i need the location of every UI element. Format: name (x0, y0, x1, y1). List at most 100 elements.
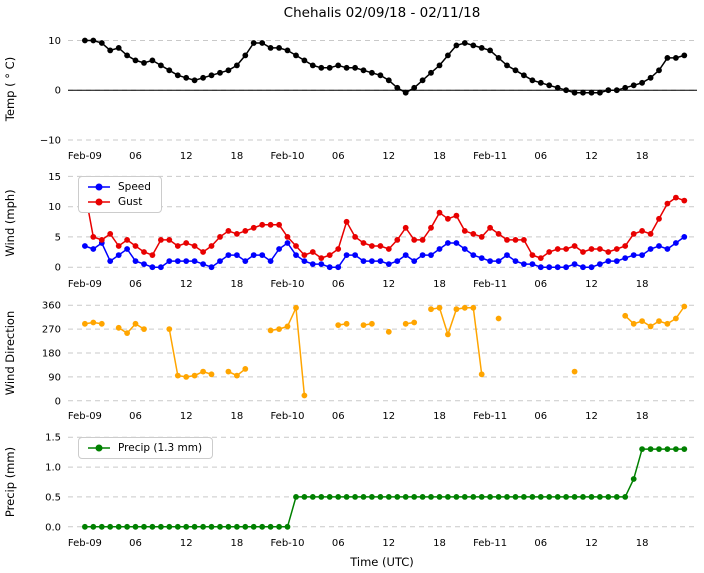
x-tick-label: Feb-11 (473, 151, 507, 162)
x-axis-label: Time (UTC) (350, 555, 414, 569)
wind-direction-chart-svg: 360 270 180 90 0 Feb-09 06 12 18 Feb-10 06 12 18 Feb-… (3, 301, 697, 422)
wind-direction-subplot: 360 270 180 90 0 Feb-09 06 12 18 Feb-10 06 12 18 Feb-… (0, 296, 704, 427)
x-tick-label: 06 (534, 151, 547, 162)
x-tick-label: 06 (534, 538, 547, 549)
x-tick-label: 06 (534, 279, 547, 290)
x-tick-label: Feb-10 (270, 151, 304, 162)
x-tick-label: 12 (585, 279, 598, 290)
x-tick-label: 12 (382, 411, 395, 422)
precip-chart-svg: 1.5 1.0 0.5 0.0 Feb-09 06 12 18 Feb-10 06 12 18 Feb-… (3, 433, 697, 549)
y-tick-label: 270 (42, 325, 61, 336)
x-tick-label: 06 (332, 279, 345, 290)
x-tick-label: 18 (433, 151, 446, 162)
y-tick-label: 10 (48, 36, 61, 47)
wind-subplot: 15 10 5 0 Feb-09 06 12 18 Feb-10 06 12 18 Feb-11 06 12… (0, 168, 704, 296)
temperature-chart-svg: 10 0 −10 Feb-09 06 12 18 Feb-10 06 12 18 Feb-11 06 12… (3, 36, 697, 162)
x-tick-label: 18 (231, 151, 244, 162)
y-tick-label: 15 (48, 172, 61, 183)
wind-direction-y-axis-label: Wind Direction (3, 311, 17, 396)
temperature-y-axis-label: Temp ( ° C) (3, 57, 17, 122)
precipitation-y-axis-label: Precip (mm) (3, 447, 17, 517)
x-tick-label: Feb-11 (473, 538, 507, 549)
y-tick-label: 1.0 (45, 463, 61, 474)
speed-legend-marker-icon (88, 183, 110, 191)
legend-item-precip: Precip (1.3 mm) (87, 442, 202, 454)
x-tick-label: 12 (180, 151, 193, 162)
x-tick-label: 12 (382, 279, 395, 290)
precip-1-3-mm-line (84, 448, 685, 528)
precipitation-plot: 1.5 1.0 0.5 0.0 Feb-09 06 12 18 Feb-10 06 12 18 Feb-… (3, 433, 697, 549)
speed-legend-label: Speed (118, 181, 151, 193)
wind-y-axis-label: Wind (mph) (3, 189, 17, 256)
x-tick-label: 18 (636, 538, 649, 549)
wind-direction-plot: 360 270 180 90 0 Feb-09 06 12 18 Feb-10 06 12 18 Feb-… (3, 301, 697, 422)
x-tick-label: 18 (636, 151, 649, 162)
precip-legend-label: Precip (1.3 mm) (118, 442, 203, 454)
x-tick-label: Feb-11 (473, 279, 507, 290)
gust-legend-marker-icon (88, 198, 110, 206)
legend-item-speed: Speed (87, 181, 151, 193)
x-tick-label: 06 (332, 538, 345, 549)
x-tick-label: 06 (332, 151, 345, 162)
gust-markers (82, 188, 688, 261)
wind-plot: 15 10 5 0 Feb-09 06 12 18 Feb-10 06 12 18 Feb-11 06 12… (3, 172, 697, 290)
precip-1-3-mm-markers (82, 446, 688, 530)
speed-markers (82, 234, 688, 271)
x-tick-label: 18 (231, 538, 244, 549)
temperature-plot: 10 0 −10 Feb-09 06 12 18 Feb-10 06 12 18 Feb-11 06 12… (3, 36, 697, 162)
x-tick-label: 12 (180, 411, 193, 422)
x-tick-label: Feb-09 (68, 279, 102, 290)
y-tick-label: 0 (55, 86, 61, 97)
wind-chart-svg: 15 10 5 0 Feb-09 06 12 18 Feb-10 06 12 18 Feb-11 06 12… (3, 172, 697, 290)
direction-markers (82, 303, 688, 399)
x-tick-label: Feb-09 (68, 151, 102, 162)
x-tick-label: Feb-09 (68, 538, 102, 549)
y-tick-label: −10 (40, 136, 61, 147)
x-tick-label: 18 (433, 538, 446, 549)
x-tick-label: 06 (332, 411, 345, 422)
x-tick-label: 18 (636, 411, 649, 422)
temperature-subplot: 10 0 −10 Feb-09 06 12 18 Feb-10 06 12 18 Feb-11 06 12… (0, 26, 704, 168)
figure-title: Chehalis 02/09/18 - 02/11/18 (283, 5, 481, 21)
y-tick-label: 5 (55, 232, 61, 243)
x-tick-label: 12 (585, 151, 598, 162)
x-tick-label: 12 (180, 279, 193, 290)
y-tick-label: 1.5 (45, 433, 61, 444)
x-tick-label: 18 (231, 411, 244, 422)
x-tick-label: Feb-11 (473, 411, 507, 422)
x-tick-label: Feb-10 (270, 538, 304, 549)
precip-legend: Precip (1.3 mm) (78, 437, 214, 459)
temp-markers (82, 37, 688, 96)
x-tick-label: 18 (636, 279, 649, 290)
x-tick-label: 12 (585, 411, 598, 422)
x-tick-label: 12 (585, 538, 598, 549)
y-tick-label: 0 (55, 263, 61, 274)
x-tick-label: 12 (382, 151, 395, 162)
x-tick-label: 12 (382, 538, 395, 549)
x-tick-label: Feb-10 (270, 411, 304, 422)
gust-line (84, 191, 685, 259)
x-tick-label: Feb-10 (270, 279, 304, 290)
x-tick-label: 06 (129, 151, 142, 162)
precip-legend-marker-icon (88, 444, 110, 452)
x-tick-label: 06 (129, 279, 142, 290)
x-tick-label: Feb-09 (68, 411, 102, 422)
x-tick-label: 06 (129, 411, 142, 422)
y-tick-label: 90 (48, 372, 61, 383)
x-tick-label: 06 (534, 411, 547, 422)
temp-line (84, 39, 685, 94)
y-tick-label: 360 (42, 301, 61, 312)
y-tick-label: 0 (55, 396, 61, 407)
x-tick-label: 18 (231, 279, 244, 290)
legend-item-gust: Gust (87, 196, 151, 208)
y-tick-label: 180 (42, 349, 61, 360)
y-tick-label: 0.0 (45, 522, 61, 533)
precip-subplot: 1.5 1.0 0.5 0.0 Feb-09 06 12 18 Feb-10 06 12 18 Feb-… (0, 427, 704, 553)
wind-legend: Speed Gust (78, 176, 162, 213)
gust-legend-label: Gust (118, 196, 143, 208)
x-tick-label: 18 (433, 279, 446, 290)
x-tick-label: 06 (129, 538, 142, 549)
y-tick-label: 10 (48, 202, 61, 213)
x-tick-label: 18 (433, 411, 446, 422)
